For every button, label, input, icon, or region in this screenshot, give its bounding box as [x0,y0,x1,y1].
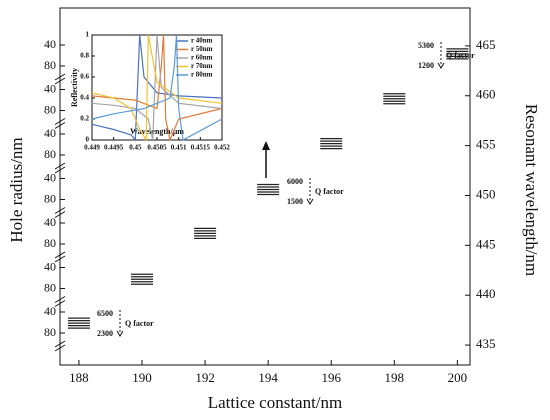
q-arrow-head [306,198,314,205]
x-tick-label: 198 [385,370,405,385]
axis-break [54,296,66,303]
y-tick-label: 80 [44,147,56,161]
y2-axis-label: Resonant wavelength/nm [522,104,541,276]
y2-tick-label: 440 [476,286,496,301]
inset-line [91,34,223,141]
legend-label: r 60nm [191,54,213,62]
x-tick-label: 196 [321,370,341,385]
y-tick-label: 40 [44,37,56,51]
y2-tick-label: 445 [476,236,496,251]
y-tick-label: 40 [44,215,56,229]
y-tick-label: 40 [44,304,56,318]
x-tick-label: 194 [258,370,278,385]
q-low: 1500 [287,197,303,206]
inset-line [91,34,223,143]
x-tick-label: 188 [69,370,89,385]
axis-break [54,211,66,218]
axis-break [54,207,66,214]
inset-x-tick-label: 0.4505 [147,144,167,152]
inset-y-tick-label: 0.4 [80,94,89,102]
inset-x-label: Wavelength/μm [130,127,184,136]
y2-tick-label: 455 [476,137,496,152]
y-tick-label: 40 [44,126,56,140]
axis-break [54,77,66,85]
q-high: 6500 [97,309,113,318]
axis-break [54,122,66,129]
inset-y-tick-label: 0.8 [80,52,89,60]
y-tick-label: 80 [44,236,56,250]
x-tick-label: 192 [195,370,215,385]
axis-break [54,255,66,263]
q-arrow-head [437,62,445,69]
inset-line [91,34,223,143]
inset-x-tick-label: 0.4515 [191,144,211,152]
axis-break [54,300,66,307]
y2-tick-label: 465 [476,37,496,52]
q-arrow-head [116,330,124,337]
axis-break [54,118,66,125]
inset-y-label: Reflectivity [70,68,79,107]
y-tick-label: 80 [44,102,56,116]
y-tick-label: 40 [44,170,56,184]
y-tick-label: 80 [44,280,56,294]
q-label: Q factor [315,187,344,196]
q-low: 1200 [418,61,434,70]
x-axis-label: Lattice constant/nm [208,393,343,412]
y-axis-label: Hole radius/nm [7,137,26,242]
inset-line [91,34,223,141]
y-tick-label: 80 [44,58,56,72]
y-tick-label: 40 [44,81,56,95]
legend-label: r 40nm [191,37,213,45]
inset-line [91,34,223,142]
axis-break [54,166,66,174]
axis-break [54,340,66,348]
y2-tick-label: 460 [476,87,496,102]
inset-x-tick-label: 0.4495 [104,144,124,152]
inset-x-tick-label: 0.449 [84,144,100,152]
x-tick-label: 190 [132,370,152,385]
axis-break [54,251,66,259]
inset-y-tick-label: 0 [86,136,90,144]
inset-y-tick-label: 0.2 [80,115,89,123]
y2-tick-label: 450 [476,186,496,201]
inset-y-tick-label: 1 [86,31,90,39]
q-high: 6000 [287,177,303,186]
legend-label: r 80nm [191,71,213,79]
legend-label: r 70nm [191,62,213,70]
inset-bg [91,34,223,141]
axis-break [54,344,66,352]
q-high: 5300 [418,41,434,50]
axis-break [54,162,66,170]
q-label: Q factor [125,319,154,328]
y-tick-label: 40 [44,259,56,273]
inset-x-tick-label: 0.452 [214,144,230,152]
q-label: Q factor [446,51,475,60]
y-tick-label: 80 [44,325,56,339]
q-low: 2300 [97,329,113,338]
pointer-head [262,141,270,150]
axis-break [54,73,66,81]
x-tick-label: 200 [448,370,468,385]
y-tick-label: 80 [44,191,56,205]
legend-label: r 50nm [191,45,213,53]
y2-tick-label: 435 [476,336,496,351]
inset-y-tick-label: 0.6 [80,73,89,81]
plot-frame [59,7,471,366]
inset-x-tick-label: 0.451 [171,144,187,152]
inset-x-tick-label: 0.45 [129,144,142,152]
